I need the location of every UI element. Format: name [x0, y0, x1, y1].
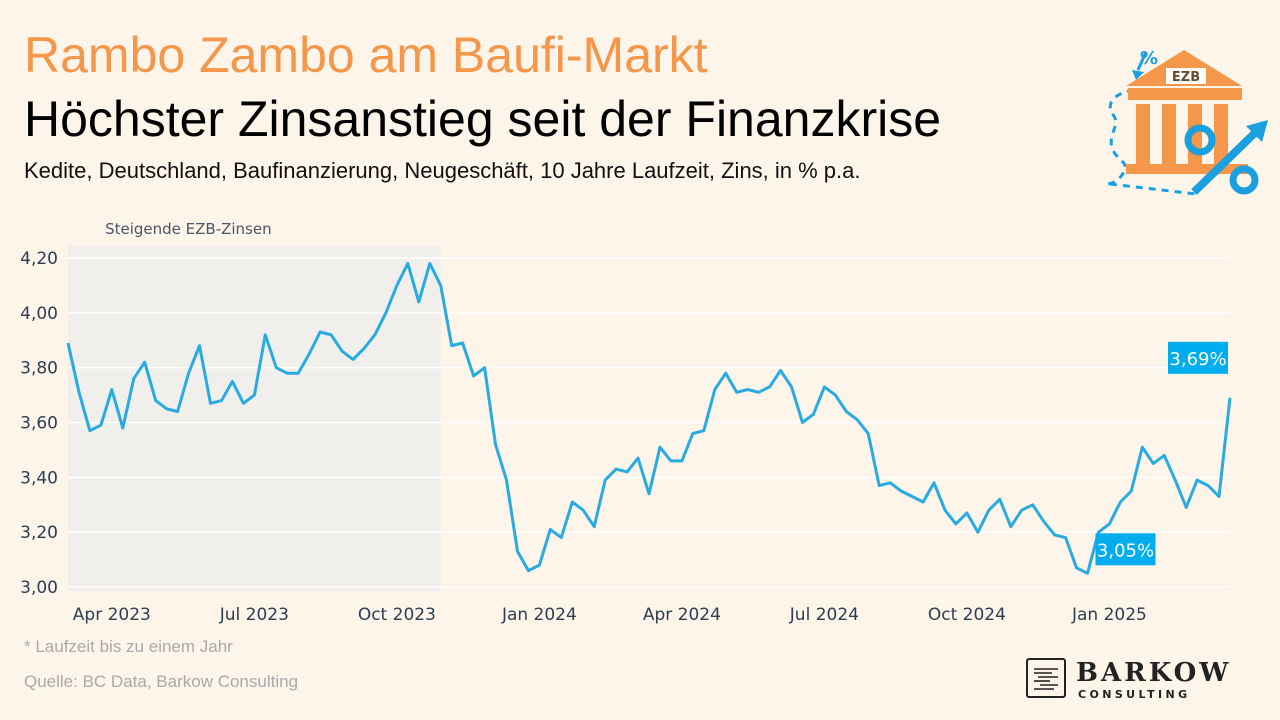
ezb-label: EZB — [1172, 70, 1200, 85]
value-badge: 3,69% — [1168, 341, 1228, 374]
x-tick-label: Oct 2024 — [928, 605, 1006, 625]
shaded-region-label: Steigende EZB-Zinsen — [105, 220, 272, 238]
y-tick-label: 3,40 — [20, 468, 58, 488]
svg-text:%: % — [1140, 48, 1158, 69]
y-tick-label: 4,00 — [20, 304, 58, 324]
ezb-bank-rising-interest-icon: % EZB — [1105, 48, 1268, 196]
x-tick-label: Jan 2024 — [501, 605, 577, 625]
x-tick-label: Apr 2024 — [643, 605, 721, 625]
y-tick-label: 3,80 — [20, 359, 58, 379]
value-badge: 3,05% — [1095, 533, 1156, 566]
chart-subtitle: Kedite, Deutschland, Baufinanzierung, Ne… — [24, 158, 861, 183]
y-tick-label: 4,20 — [20, 249, 58, 269]
value-badge-label: 3,69% — [1169, 349, 1226, 370]
page-title: Höchster Zinsanstieg seit der Finanzkris… — [24, 91, 942, 147]
x-tick-label: Jan 2025 — [1071, 605, 1147, 625]
barkow-logo-icon — [1026, 658, 1066, 698]
footnote: * Laufzeit bis zu einem Jahr — [24, 637, 233, 656]
x-tick-label: Apr 2023 — [73, 605, 151, 625]
x-tick-label: Oct 2023 — [358, 605, 436, 625]
value-badge-label: 3,05% — [1097, 540, 1154, 561]
brand-logo: BARKOW CONSULTING — [1026, 658, 1236, 702]
title-line-1: Rambo Zambo am Baufi-Markt — [24, 27, 708, 83]
y-tick-label: 3,20 — [20, 523, 58, 543]
source-note: Quelle: BC Data, Barkow Consulting — [24, 672, 299, 691]
x-tick-label: Jul 2024 — [789, 605, 859, 625]
line-chart: Steigende EZB-Zinsen 3,00 3,20 3,40 3,60 3,8… — [20, 220, 1232, 625]
brand-subtitle: CONSULTING — [1078, 688, 1191, 701]
x-tick-label: Jul 2023 — [219, 605, 289, 625]
series-line — [66, 262, 1232, 575]
shaded-region — [68, 246, 441, 591]
brand-name: BARKOW — [1076, 658, 1232, 688]
y-tick-label: 3,60 — [20, 414, 58, 434]
y-tick-label: 3,00 — [20, 578, 58, 598]
